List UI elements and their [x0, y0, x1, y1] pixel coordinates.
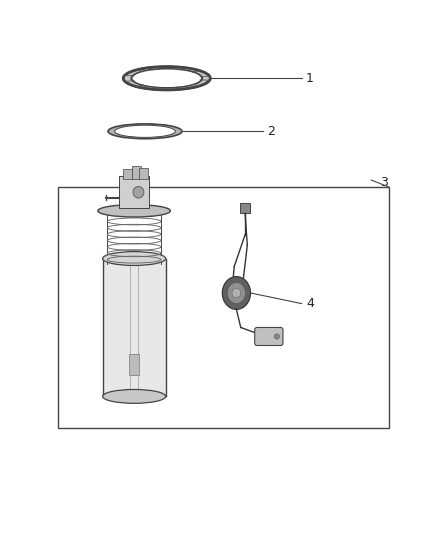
Bar	[129, 354, 139, 375]
Ellipse shape	[117, 394, 152, 402]
Text: 4: 4	[306, 297, 314, 310]
Bar	[102, 259, 166, 397]
Ellipse shape	[108, 124, 182, 139]
FancyBboxPatch shape	[254, 327, 283, 345]
Text: 2: 2	[267, 125, 275, 138]
Ellipse shape	[132, 69, 201, 87]
Ellipse shape	[227, 282, 246, 304]
Ellipse shape	[102, 252, 166, 265]
Ellipse shape	[102, 390, 166, 403]
Ellipse shape	[115, 125, 175, 138]
Text: 1: 1	[306, 72, 314, 85]
Ellipse shape	[133, 187, 144, 198]
Ellipse shape	[98, 205, 170, 217]
Bar	[132, 166, 141, 179]
Bar	[119, 176, 149, 208]
Ellipse shape	[232, 288, 241, 298]
Bar	[139, 168, 148, 179]
Bar	[240, 203, 251, 214]
Text: 3: 3	[380, 176, 388, 189]
Ellipse shape	[123, 67, 210, 90]
Ellipse shape	[274, 334, 279, 339]
Ellipse shape	[222, 277, 251, 310]
Bar	[123, 169, 132, 179]
Bar	[58, 187, 389, 428]
